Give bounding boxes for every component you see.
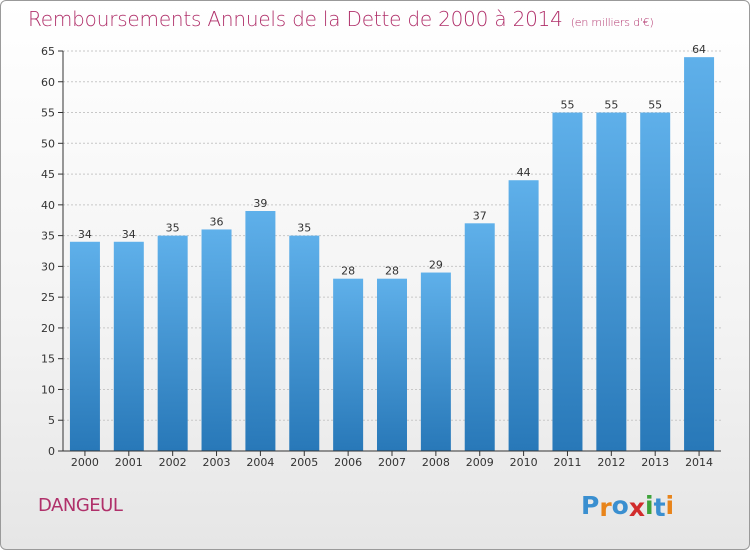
x-tick-label: 2012 [597,456,625,469]
y-tick-label: 50 [41,137,55,150]
y-tick-label: 35 [41,230,55,243]
data-label: 64 [692,43,706,56]
y-tick-label: 55 [41,107,55,120]
logo-letter: o [611,491,629,520]
bar [289,235,320,451]
data-label: 34 [78,228,92,241]
data-labels: 34 34 35 36 39 35 28 28 29 37 44 55 55 55 64 [78,43,706,278]
bar [684,57,715,452]
bar [201,229,232,451]
y-tick-label: 65 [41,45,55,58]
logo-letter: P [581,491,600,520]
y-tick-label: 20 [41,322,55,335]
data-label: 29 [429,259,443,272]
x-tick-label: 2001 [115,456,143,469]
data-label: 28 [341,265,355,278]
axes: 0 5 10 15 20 25 30 35 40 45 50 55 60 65 2000 2001 2002 20… [41,45,721,469]
bar [157,235,188,451]
bar [464,223,495,451]
y-tick-label: 45 [41,168,55,181]
x-tick-label: 2008 [422,456,450,469]
logo-letter: x [628,493,645,522]
y-tick-label: 0 [48,445,55,458]
logo-letter: i [665,491,675,520]
bar [377,278,407,451]
bar [420,272,451,451]
bar [596,112,627,452]
logo-letter: r [599,493,612,522]
chart-title: Remboursements Annuels de la Dette de 20… [28,7,654,31]
x-tick-label: 2014 [685,456,713,469]
x-tick-label: 2007 [378,456,406,469]
data-label: 55 [604,99,618,112]
data-label: 55 [560,99,574,112]
bar [640,112,671,452]
bar [245,211,276,451]
data-label: 37 [473,209,487,222]
data-label: 34 [122,228,136,241]
y-tick-label: 40 [41,199,55,212]
data-label: 35 [297,222,311,235]
y-tick-label: 60 [41,76,55,89]
x-tick-label: 2006 [334,456,362,469]
data-label: 44 [517,166,531,179]
bar [69,241,100,451]
logo-letter: i [645,491,654,520]
x-tick-label: 2002 [159,456,187,469]
data-label: 35 [166,222,180,235]
data-label: 55 [648,99,662,112]
y-tick-label: 15 [41,353,55,366]
x-tick-label: 2009 [466,456,494,469]
x-tick-label: 2003 [203,456,231,469]
bars [69,57,715,452]
y-tick-label: 10 [41,383,55,396]
data-label: 39 [253,197,267,210]
x-tick-label: 2011 [553,456,581,469]
data-label: 36 [210,215,224,228]
proxiti-logo: Proxiti [581,491,675,522]
y-tick-label: 25 [41,291,55,304]
y-tick-label: 5 [48,414,55,427]
bar [508,180,539,451]
x-tick-label: 2013 [641,456,669,469]
bar [552,112,583,452]
commune-name: DANGEUL [38,495,123,516]
data-label: 28 [385,265,399,278]
bar [333,278,364,451]
bar [113,241,144,451]
x-tick-label: 2005 [290,456,318,469]
x-tick-label: 2000 [71,456,99,469]
logo-letter: t [653,493,666,522]
x-tick-label: 2004 [246,456,274,469]
y-tick-label: 30 [41,260,55,273]
x-tick-label: 2010 [510,456,538,469]
chart-title-text: Remboursements Annuels de la Dette de 20… [28,7,563,31]
chart-subtitle: (en milliers d'€) [570,16,654,29]
